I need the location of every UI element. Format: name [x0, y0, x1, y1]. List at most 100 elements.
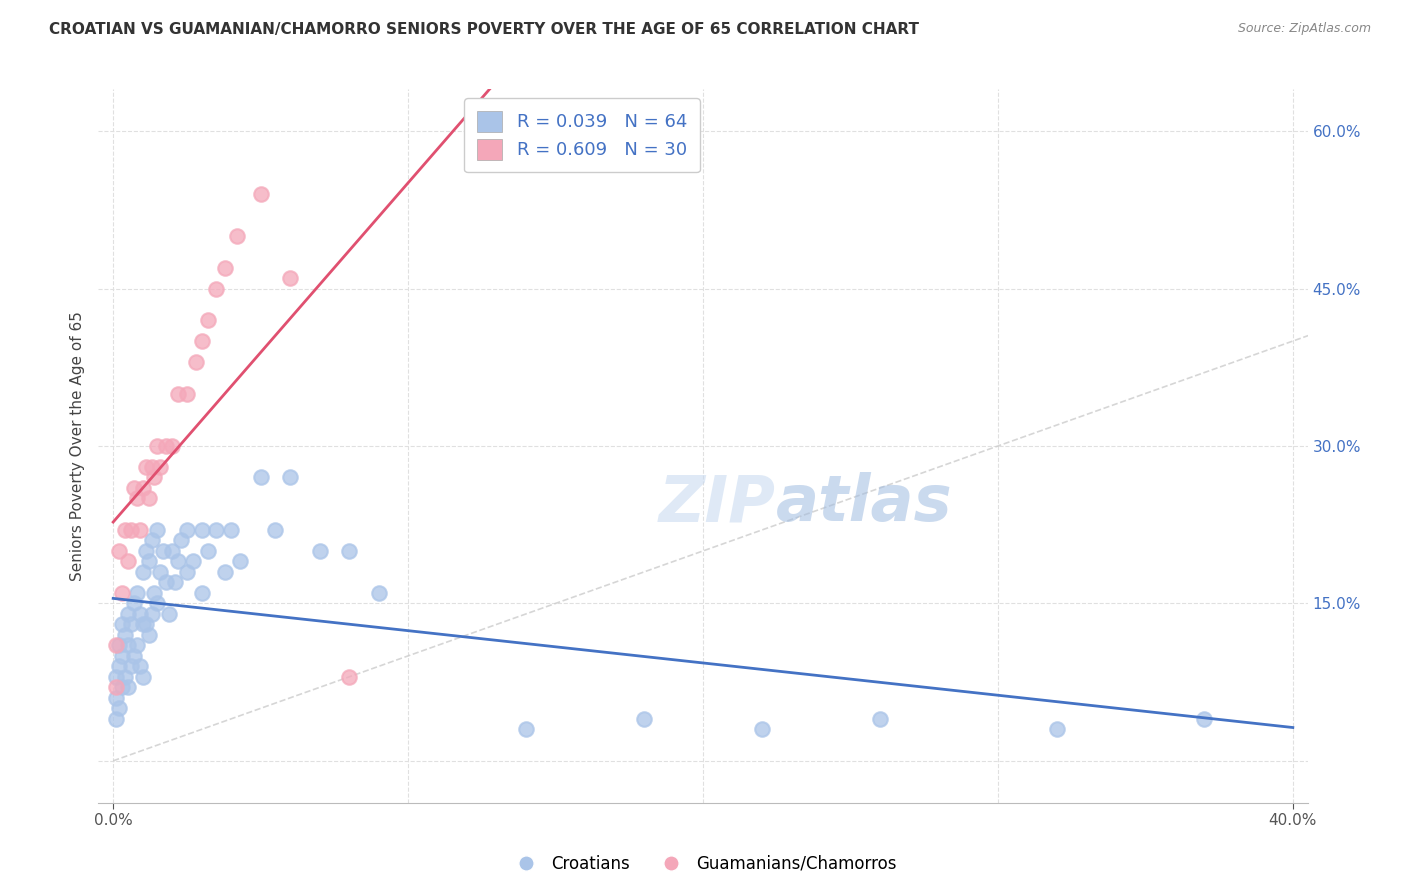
- Point: [128, 659, 150, 673]
- Point: [337, 544, 360, 558]
- Point: [111, 617, 134, 632]
- Point: [138, 491, 160, 506]
- Point: [122, 648, 145, 663]
- Text: CROATIAN VS GUAMANIAN/CHAMORRO SENIORS POVERTY OVER THE AGE OF 65 CORRELATION CH: CROATIAN VS GUAMANIAN/CHAMORRO SENIORS P…: [49, 22, 920, 37]
- Point: [176, 523, 198, 537]
- Point: [160, 544, 183, 558]
- Point: [205, 523, 228, 537]
- Point: [869, 712, 891, 726]
- Point: [131, 617, 153, 632]
- Point: [197, 544, 219, 558]
- Point: [128, 523, 150, 537]
- Point: [120, 659, 142, 673]
- Point: [114, 628, 136, 642]
- Point: [117, 607, 139, 621]
- Point: [181, 554, 204, 568]
- Point: [105, 712, 128, 726]
- Point: [143, 586, 166, 600]
- Point: [278, 271, 301, 285]
- Point: [146, 439, 169, 453]
- Point: [155, 575, 177, 590]
- Point: [197, 313, 219, 327]
- Point: [167, 554, 190, 568]
- Point: [108, 544, 131, 558]
- Point: [633, 712, 655, 726]
- Point: [176, 565, 198, 579]
- Point: [146, 523, 169, 537]
- Point: [229, 554, 252, 568]
- Point: [214, 565, 236, 579]
- Point: [138, 628, 160, 642]
- Point: [117, 681, 139, 695]
- Point: [515, 723, 537, 737]
- Point: [751, 723, 773, 737]
- Point: [308, 544, 330, 558]
- Point: [167, 386, 190, 401]
- Point: [1194, 712, 1216, 726]
- Point: [105, 681, 128, 695]
- Point: [190, 586, 212, 600]
- Point: [111, 681, 134, 695]
- Point: [111, 648, 134, 663]
- Point: [249, 187, 271, 202]
- Point: [155, 439, 177, 453]
- Point: [170, 533, 193, 548]
- Point: [160, 439, 183, 453]
- Point: [264, 523, 287, 537]
- Point: [114, 670, 136, 684]
- Point: [149, 460, 172, 475]
- Point: [141, 607, 163, 621]
- Point: [214, 260, 236, 275]
- Point: [120, 523, 142, 537]
- Point: [122, 596, 145, 610]
- Point: [157, 607, 180, 621]
- Point: [125, 491, 148, 506]
- Point: [105, 690, 128, 705]
- Text: atlas: atlas: [776, 472, 952, 534]
- Point: [108, 639, 131, 653]
- Point: [125, 639, 148, 653]
- Point: [108, 659, 131, 673]
- Point: [135, 544, 157, 558]
- Point: [367, 586, 389, 600]
- Y-axis label: Seniors Poverty Over the Age of 65: Seniors Poverty Over the Age of 65: [69, 311, 84, 581]
- Point: [190, 334, 212, 348]
- Point: [190, 523, 212, 537]
- Point: [337, 670, 360, 684]
- Point: [125, 586, 148, 600]
- Point: [114, 523, 136, 537]
- Point: [141, 533, 163, 548]
- Point: [135, 460, 157, 475]
- Point: [141, 460, 163, 475]
- Point: [135, 617, 157, 632]
- Point: [117, 554, 139, 568]
- Point: [149, 565, 172, 579]
- Point: [108, 701, 131, 715]
- Point: [120, 617, 142, 632]
- Point: [143, 470, 166, 484]
- Text: Source: ZipAtlas.com: Source: ZipAtlas.com: [1237, 22, 1371, 36]
- Point: [105, 639, 128, 653]
- Point: [226, 229, 249, 244]
- Legend: Croatians, Guamanians/Chamorros: Croatians, Guamanians/Chamorros: [502, 848, 904, 880]
- Point: [117, 639, 139, 653]
- Point: [278, 470, 301, 484]
- Point: [122, 481, 145, 495]
- Point: [219, 523, 242, 537]
- Point: [152, 544, 174, 558]
- Point: [1046, 723, 1069, 737]
- Point: [176, 386, 198, 401]
- Point: [128, 607, 150, 621]
- Point: [205, 282, 228, 296]
- Point: [111, 586, 134, 600]
- Text: ZIP: ZIP: [658, 472, 776, 534]
- Point: [105, 670, 128, 684]
- Point: [165, 575, 187, 590]
- Point: [131, 481, 153, 495]
- Point: [138, 554, 160, 568]
- Point: [184, 355, 207, 369]
- Point: [249, 470, 271, 484]
- Point: [131, 670, 153, 684]
- Point: [131, 565, 153, 579]
- Legend: R = 0.039   N = 64, R = 0.609   N = 30: R = 0.039 N = 64, R = 0.609 N = 30: [464, 98, 700, 172]
